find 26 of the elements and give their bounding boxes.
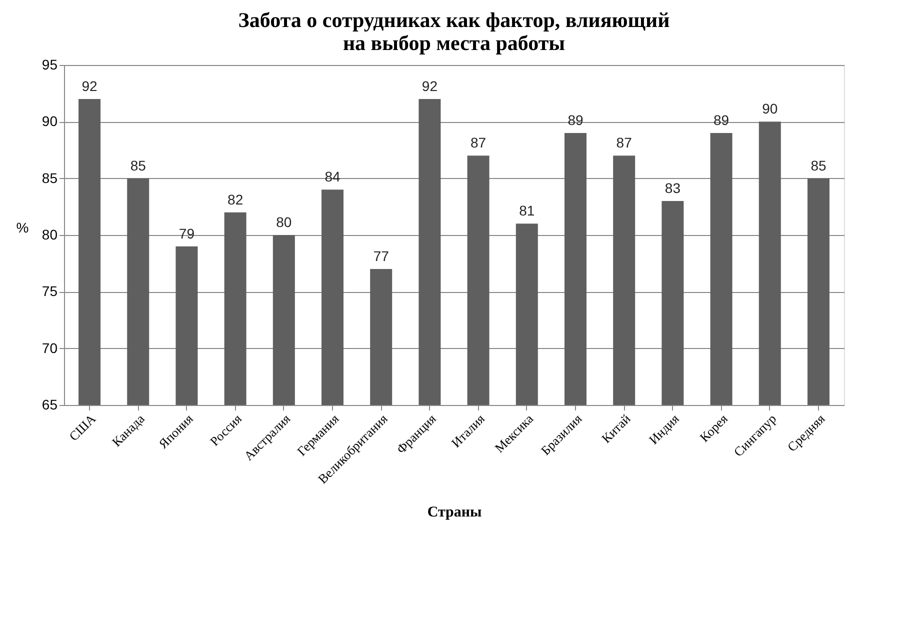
x-axis-title: Страны — [427, 504, 482, 520]
data-label: 85 — [810, 157, 826, 174]
data-label: 82 — [228, 191, 244, 208]
y-tick-label: 75 — [42, 283, 58, 300]
data-label: 87 — [470, 134, 486, 151]
data-label: 81 — [519, 202, 535, 219]
y-tick-label: 95 — [42, 56, 58, 72]
data-label: 77 — [373, 248, 390, 264]
data-label: 87 — [616, 134, 632, 151]
data-label: 79 — [178, 225, 195, 242]
data-label: 80 — [276, 214, 292, 230]
data-label: 83 — [664, 180, 681, 196]
y-axis-title: % — [16, 220, 29, 236]
y-tick-label: 70 — [42, 340, 58, 356]
data-label: 92 — [82, 78, 98, 94]
chart-title: Забота о сотрудниках как фактор, влияющий на выбор места работы — [238, 8, 670, 55]
data-label: 90 — [762, 100, 778, 117]
y-tick-label: 85 — [42, 170, 58, 186]
data-label: 89 — [714, 112, 730, 128]
data-label: 92 — [422, 78, 438, 94]
y-tick-label: 65 — [42, 396, 58, 412]
data-label: 89 — [568, 112, 584, 128]
data-label: 84 — [324, 168, 340, 185]
y-tick-label: 80 — [42, 226, 58, 242]
data-label: 85 — [130, 157, 146, 174]
y-tick-label: 90 — [42, 113, 58, 130]
